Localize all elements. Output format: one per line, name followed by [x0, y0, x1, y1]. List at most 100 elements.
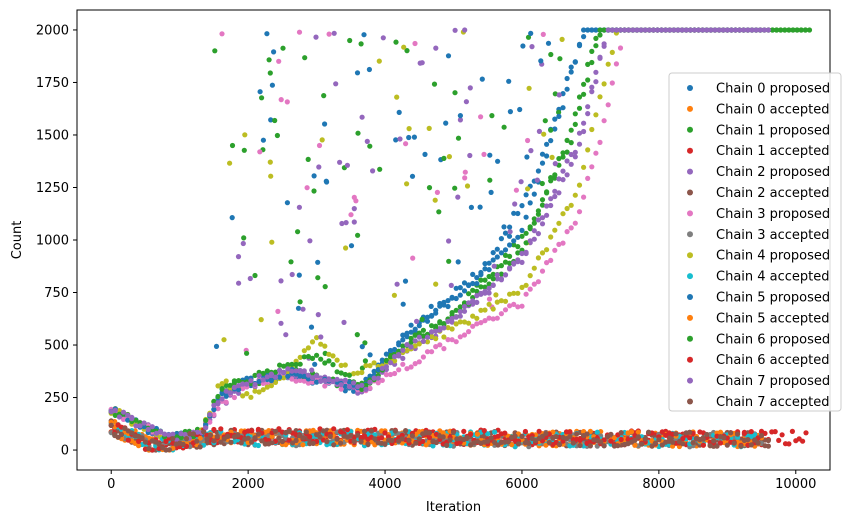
data-point [758, 433, 765, 439]
data-point [507, 224, 513, 230]
data-point [389, 437, 395, 444]
data-point [466, 282, 472, 288]
data-point [481, 151, 487, 157]
data-point [581, 27, 587, 33]
data-point [543, 430, 549, 437]
data-point [248, 394, 254, 400]
data-point [249, 428, 255, 434]
data-point [700, 436, 707, 442]
data-point [642, 27, 648, 33]
data-point [557, 442, 563, 448]
y-tick-label: 750 [44, 286, 69, 301]
data-point [412, 343, 418, 349]
data-point [650, 27, 657, 33]
data-point [632, 442, 638, 448]
data-point [441, 346, 447, 352]
data-point [585, 175, 591, 181]
data-point [487, 177, 493, 183]
data-point [535, 217, 542, 223]
data-point [552, 126, 558, 132]
data-point [324, 439, 330, 445]
data-point [449, 310, 455, 316]
data-point [568, 140, 574, 146]
data-point [112, 412, 118, 418]
data-point [608, 431, 614, 437]
data-point [375, 367, 381, 373]
data-point [240, 381, 246, 387]
data-point [444, 442, 450, 448]
data-point [687, 429, 693, 435]
data-point [461, 280, 468, 286]
data-point [564, 172, 570, 178]
data-point [125, 412, 131, 418]
data-point [519, 433, 525, 440]
data-point [307, 434, 313, 440]
legend-marker [687, 377, 693, 384]
data-point [572, 59, 578, 65]
data-point [433, 328, 439, 334]
data-point [513, 187, 520, 193]
data-point [455, 194, 461, 200]
data-point [489, 113, 495, 119]
data-point [406, 134, 412, 141]
data-point [190, 431, 196, 437]
data-point [576, 41, 583, 47]
data-point [289, 376, 295, 382]
data-point [272, 369, 279, 375]
legend-marker [687, 335, 693, 342]
data-point [404, 366, 410, 372]
data-point [375, 375, 381, 381]
data-point [572, 121, 578, 127]
data-point [227, 382, 233, 388]
legend-marker [687, 189, 693, 196]
data-point [673, 431, 679, 437]
data-point [470, 323, 476, 329]
data-point [635, 434, 641, 440]
data-point [252, 388, 258, 394]
data-point [605, 61, 611, 67]
data-point [800, 438, 806, 444]
data-point [129, 416, 135, 422]
data-point [474, 315, 480, 321]
data-point [531, 228, 537, 234]
data-point [601, 81, 607, 87]
data-point [531, 265, 537, 271]
data-point [162, 431, 168, 437]
x-tick-label: 8000 [642, 477, 675, 492]
legend-marker [687, 105, 693, 112]
data-point [404, 342, 410, 348]
data-point [589, 27, 595, 33]
data-point [464, 183, 471, 189]
data-point [318, 356, 324, 362]
data-point [283, 442, 289, 448]
data-point [408, 344, 414, 350]
data-point [478, 290, 484, 296]
data-point [446, 238, 452, 244]
data-point [523, 291, 529, 297]
data-point [221, 337, 227, 343]
data-point [108, 409, 114, 415]
data-point [608, 438, 614, 444]
data-point [285, 373, 291, 379]
data-point [515, 244, 521, 250]
data-point [528, 30, 534, 36]
data-point [408, 335, 414, 341]
data-point [318, 378, 324, 384]
data-point [249, 439, 255, 445]
data-point [482, 284, 488, 290]
data-point [461, 428, 467, 434]
data-point [786, 27, 792, 33]
data-point [445, 303, 451, 310]
data-point [394, 94, 400, 100]
data-point [429, 323, 435, 329]
data-point [564, 205, 570, 212]
data-point [502, 272, 509, 278]
data-point [680, 436, 686, 442]
data-point [518, 179, 524, 185]
data-point [267, 70, 273, 76]
data-point [449, 326, 455, 332]
data-point [498, 276, 504, 282]
data-point [544, 153, 550, 159]
data-point [548, 196, 554, 202]
data-point [213, 343, 220, 349]
